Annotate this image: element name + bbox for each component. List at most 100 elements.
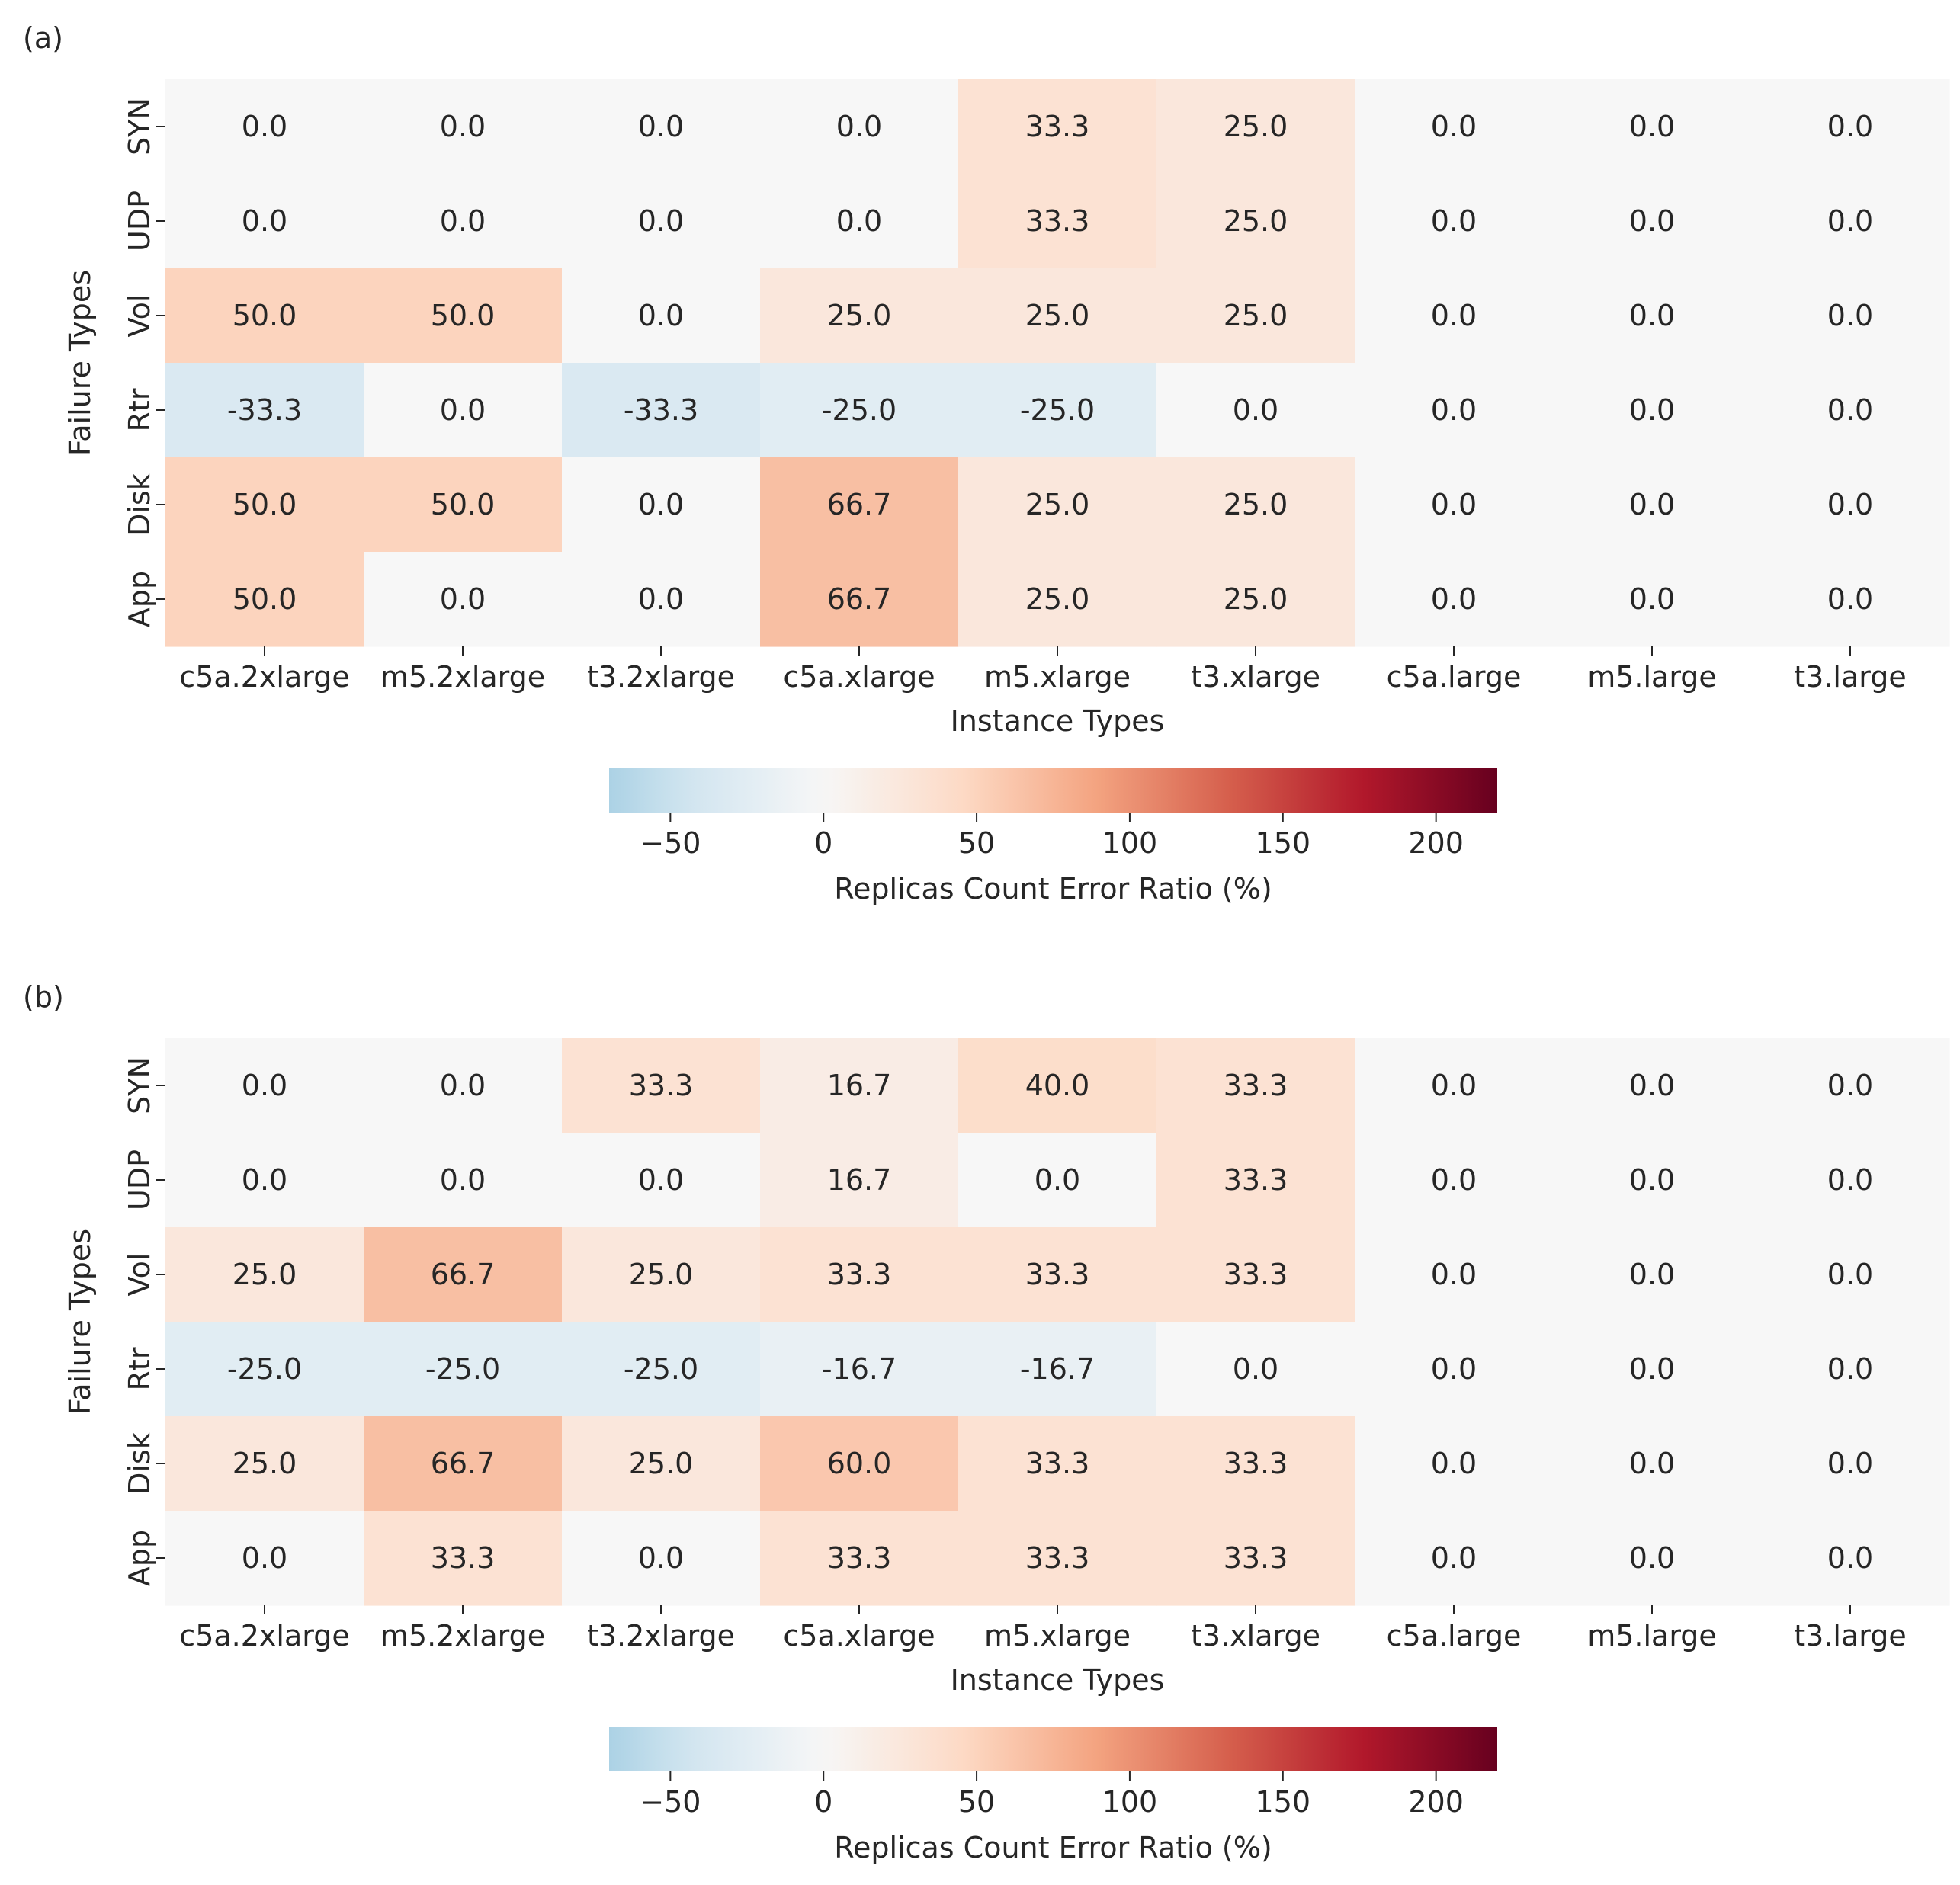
x-tick-label: t3.2xlarge [587, 1619, 735, 1653]
y-tick-label: SYN [123, 98, 156, 155]
cell-value-label: 0.0 [1629, 393, 1675, 427]
colorbar-tick-label: 50 [958, 826, 995, 860]
cell-value-label: 0.0 [242, 1163, 287, 1197]
heatmap-cell [760, 363, 959, 458]
cell-value-label: 0.0 [1629, 582, 1675, 616]
heatmap-cell [364, 174, 563, 269]
cell-value-label: 0.0 [638, 488, 684, 521]
cell-value-label: 0.0 [1431, 1447, 1477, 1480]
cell-value-label: 50.0 [233, 299, 297, 332]
heatmap-cell [364, 1038, 563, 1133]
panel-label: (b) [23, 980, 64, 1014]
colorbar-tick-label: 200 [1408, 1785, 1464, 1819]
heatmap-panel-a: (a) 0.0 0.0 0.0 0.0 33.3 25.0 0.0 0.0 0.0 0.0 0.0 0.… [23, 21, 1950, 906]
heatmap-cell [1751, 1133, 1950, 1228]
x-axis-label: Instance Types [951, 1663, 1165, 1697]
heatmap-cell [1355, 1416, 1554, 1512]
heatmap-cell [1751, 1511, 1950, 1606]
cell-value-label: 50.0 [233, 582, 297, 616]
cell-value-label: -16.7 [822, 1352, 897, 1386]
heatmap-cell [1553, 1227, 1752, 1322]
cell-value-label: 33.3 [1025, 1541, 1090, 1575]
heatmap-cell [760, 174, 959, 269]
heatmap-cell [1355, 1227, 1554, 1322]
heatmap-cell [1156, 79, 1355, 175]
cell-value-label: 33.3 [827, 1258, 892, 1291]
cell-value-label: 25.0 [1224, 204, 1288, 238]
heatmap-cell [1751, 1227, 1950, 1322]
heatmap-cell [760, 552, 959, 647]
cell-value-label: 0.0 [1035, 1163, 1080, 1197]
cell-value-label: 0.0 [1629, 1069, 1675, 1102]
heatmap-cell [165, 1133, 364, 1228]
cell-value-label: 0.0 [1431, 110, 1477, 143]
cell-value-label: 0.0 [1827, 1541, 1873, 1575]
heatmap-cell [1553, 1038, 1752, 1133]
colorbar-tick-label: 50 [958, 1785, 995, 1819]
cell-value-label: 0.0 [1827, 1163, 1873, 1197]
cell-value-label: -25.0 [425, 1352, 500, 1386]
heatmap-cell [1751, 79, 1950, 175]
cell-value-label: 50.0 [431, 488, 496, 521]
cell-value-label: 33.3 [1224, 1069, 1288, 1102]
cell-value-label: 66.7 [431, 1258, 496, 1291]
heatmap-cell [1751, 1038, 1950, 1133]
heatmap-cell [364, 363, 563, 458]
heatmap-cell [1553, 363, 1752, 458]
x-tick-label: m5.2xlarge [380, 660, 545, 694]
cell-value-label: 50.0 [431, 299, 496, 332]
y-tick-label: Vol [123, 294, 156, 338]
cell-value-label: 25.0 [1025, 299, 1090, 332]
heatmap-cell [364, 1133, 563, 1228]
heatmap-cell [165, 1227, 364, 1322]
colorbar-tick-label: −50 [640, 826, 701, 860]
cell-value-label: 0.0 [1827, 110, 1873, 143]
cell-value-label: 25.0 [1224, 299, 1288, 332]
cell-value-label: 25.0 [629, 1447, 694, 1480]
heatmap-cell [1751, 174, 1950, 269]
heatmap-panel-b: (b) 0.0 0.0 33.3 16.7 40.0 33.3 0.0 0.0 0.0 0.0 0.0… [23, 980, 1950, 1864]
heatmap-cell [958, 457, 1157, 553]
cell-value-label: -16.7 [1020, 1352, 1095, 1386]
cell-value-label: 66.7 [827, 582, 892, 616]
heatmap-cell [165, 79, 364, 175]
heatmap-cell [562, 457, 761, 553]
x-tick-label: c5a.xlarge [783, 1619, 935, 1653]
heatmap-cell [1156, 174, 1355, 269]
x-tick-label: t3.xlarge [1191, 1619, 1320, 1653]
heatmap-cell [165, 552, 364, 647]
cell-value-label: 0.0 [638, 1541, 684, 1575]
y-tick-label: Rtr [123, 1347, 156, 1390]
heatmap-cell [1355, 1322, 1554, 1417]
cell-value-label: 0.0 [638, 110, 684, 143]
cell-value-label: 0.0 [1827, 1258, 1873, 1291]
heatmap-cell [364, 1416, 563, 1512]
cell-value-label: 25.0 [233, 1447, 297, 1480]
cell-value-label: 0.0 [1827, 1352, 1873, 1386]
heatmap-cell [1751, 552, 1950, 647]
heatmap-cell [562, 268, 761, 364]
y-tick-label: Disk [123, 1432, 156, 1495]
heatmap-cell [562, 363, 761, 458]
heatmap-cell [958, 1227, 1157, 1322]
heatmap-cell [1355, 363, 1554, 458]
x-tick-label: t3.2xlarge [587, 660, 735, 694]
cell-value-label: 25.0 [827, 299, 892, 332]
cell-value-label: 0.0 [1431, 488, 1477, 521]
colorbar-label: Replicas Count Error Ratio (%) [834, 872, 1272, 906]
heatmap-cell [1355, 552, 1554, 647]
cell-value-label: 0.0 [440, 1069, 486, 1102]
cell-value-label: 0.0 [1827, 488, 1873, 521]
heatmap-cell [1553, 552, 1752, 647]
x-tick-label: c5a.large [1387, 1619, 1522, 1653]
cell-value-label: 0.0 [638, 204, 684, 238]
heatmap-cell [958, 1511, 1157, 1606]
cell-value-label: 0.0 [1629, 110, 1675, 143]
colorbar-label: Replicas Count Error Ratio (%) [834, 1831, 1272, 1864]
heatmap-cell [1751, 1322, 1950, 1417]
x-tick-label: c5a.xlarge [783, 660, 935, 694]
heatmap-cell [562, 174, 761, 269]
heatmap-cell [958, 268, 1157, 364]
heatmap-cell [1156, 552, 1355, 647]
